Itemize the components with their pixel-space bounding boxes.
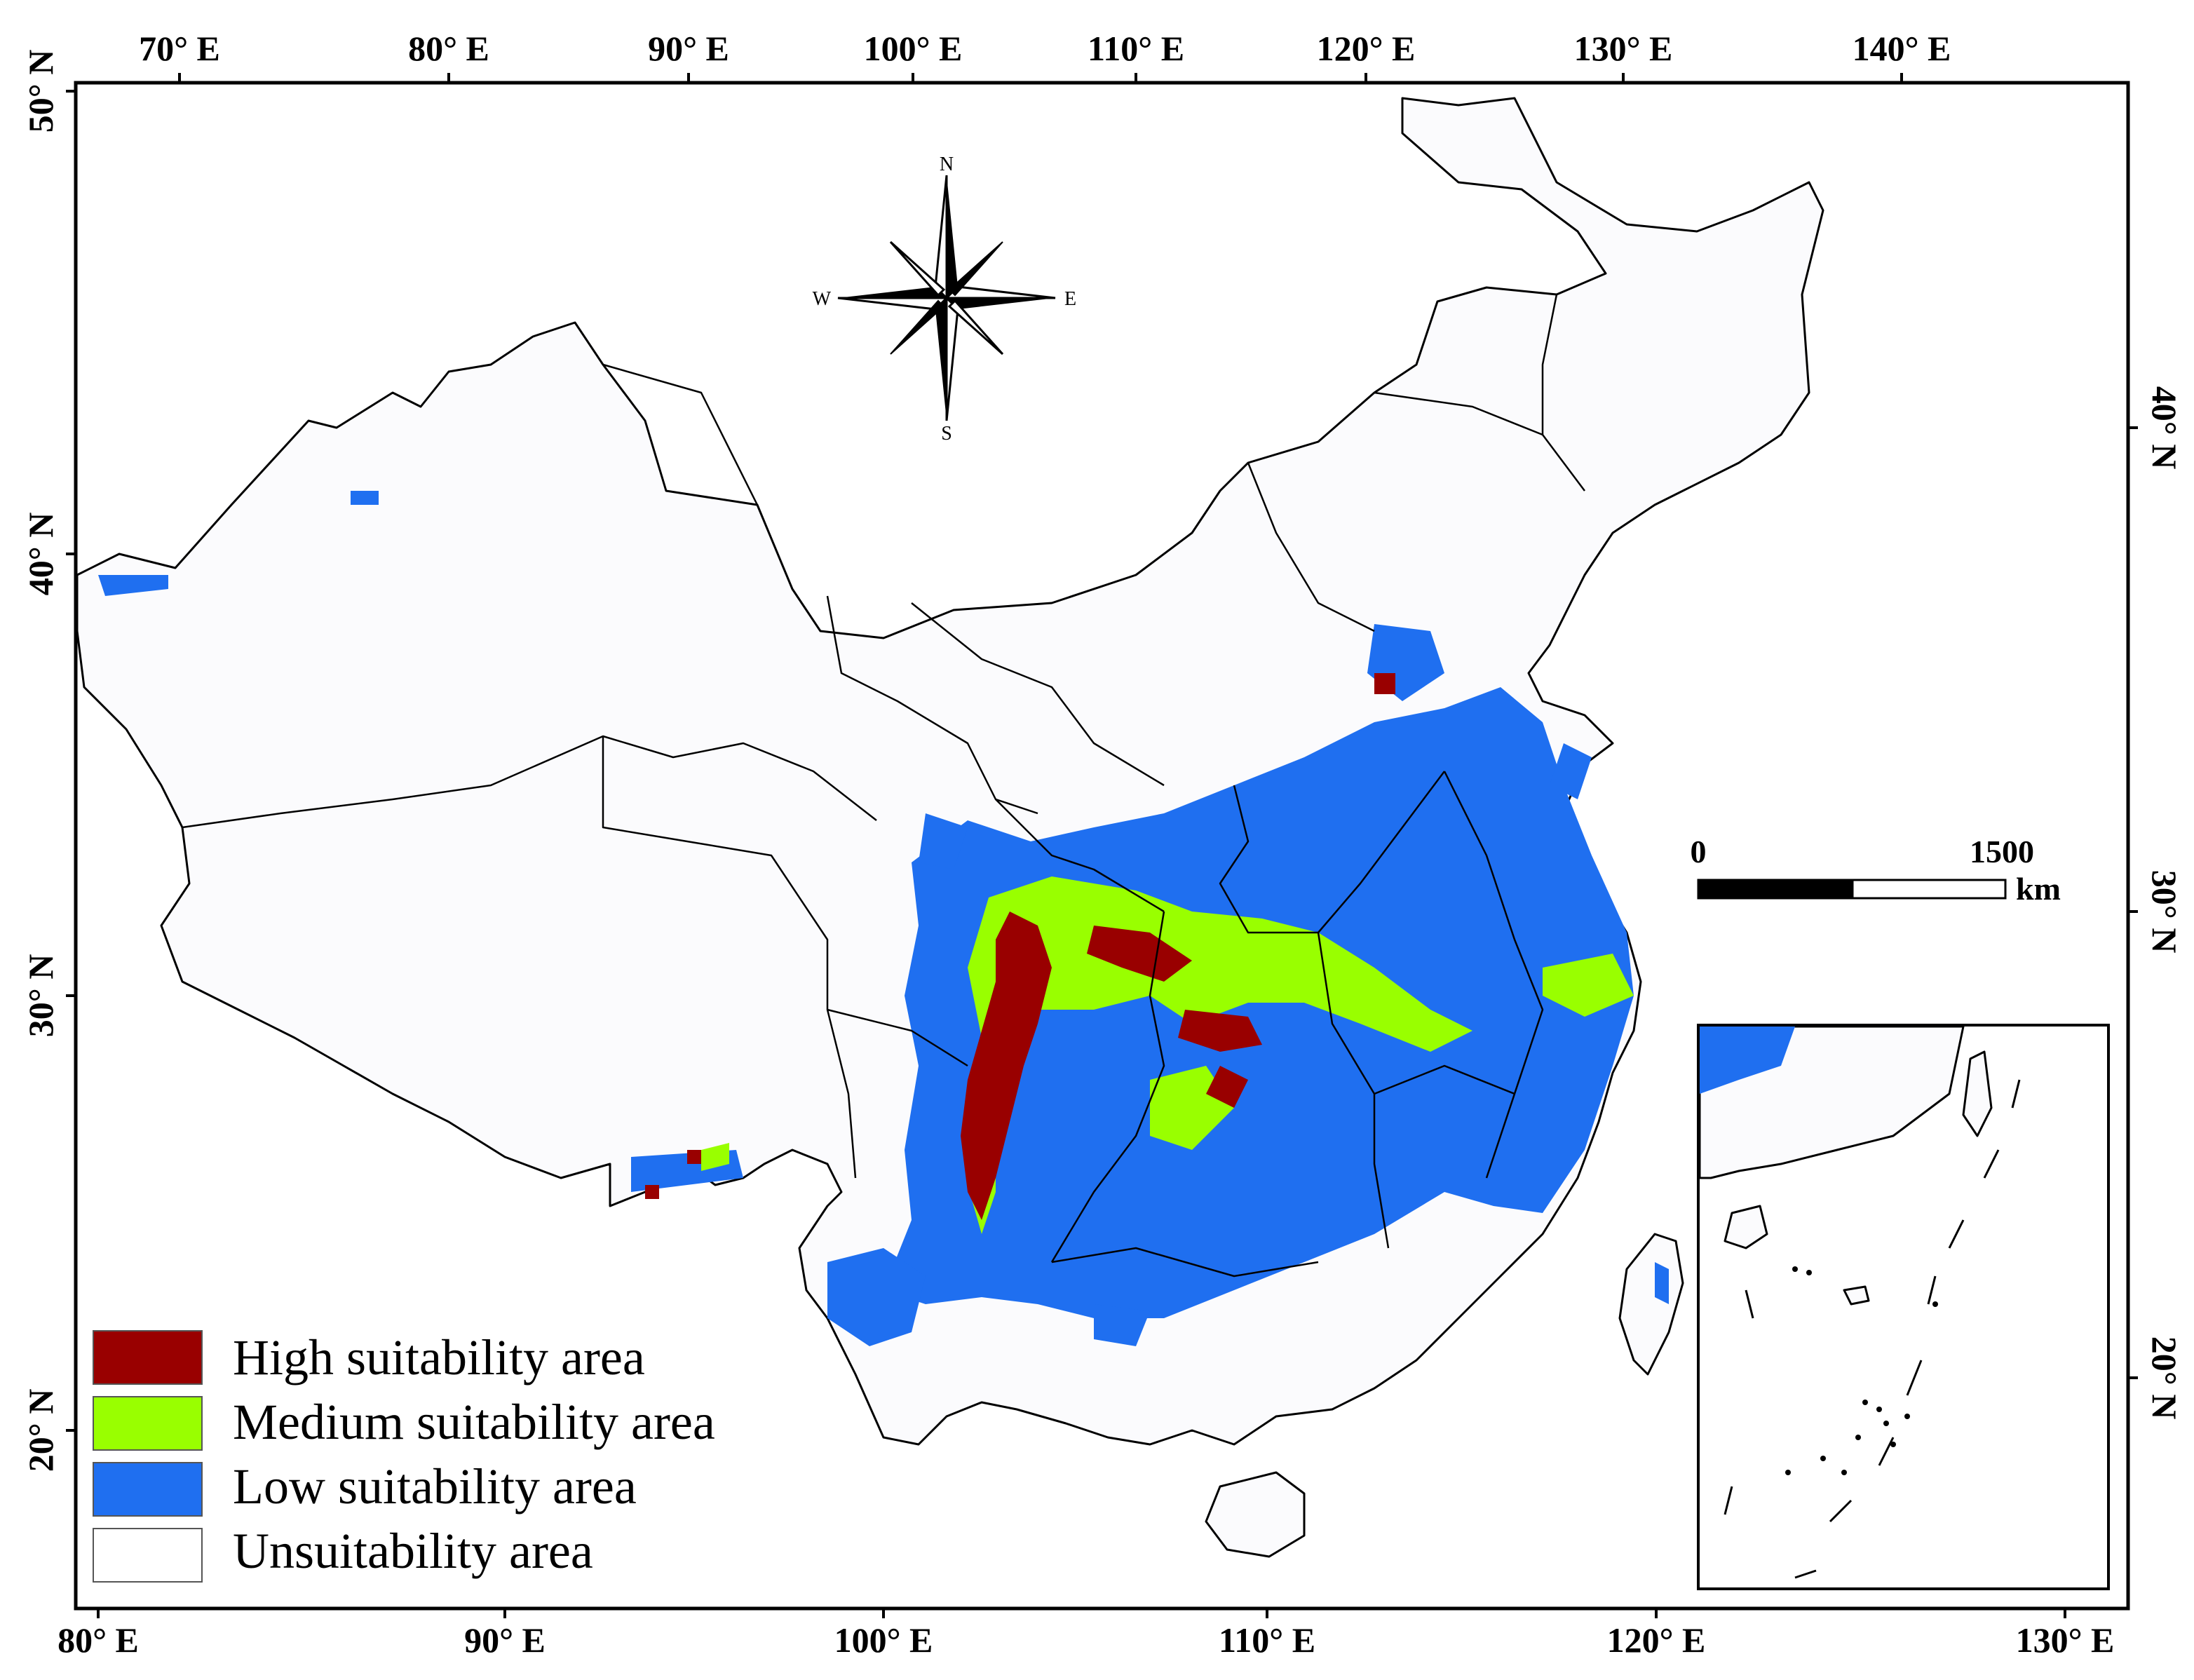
compass-east-label: E (1064, 288, 1076, 310)
top-tick-label: 140° E (1853, 29, 1951, 68)
left-tick-label: 20° N (21, 1389, 60, 1472)
scale-start-label: 0 (1691, 834, 1707, 869)
compass-north-label: N (940, 154, 954, 175)
left-tick-label: 50° N (21, 50, 60, 133)
legend-swatch-low (93, 1462, 203, 1517)
scale-end-label: 1500 (1970, 834, 2034, 869)
top-longitude-labels: 70° E 80° E 90° E 100° E 110° E 120° E 1… (139, 29, 1951, 68)
bottom-tick-label: 80° E (57, 1620, 139, 1660)
legend-swatch-high (93, 1330, 203, 1385)
compass-south-label: S (941, 423, 952, 445)
legend-label-high: High suitability area (233, 1329, 645, 1386)
legend-label-low: Low suitability area (233, 1458, 637, 1515)
top-tick-label: 130° E (1574, 29, 1673, 68)
right-tick-label: 40° N (2145, 386, 2184, 470)
right-tick-label: 20° N (2145, 1336, 2184, 1420)
top-tick-label: 70° E (139, 29, 220, 68)
bottom-tick-label: 110° E (1219, 1620, 1315, 1660)
south-china-sea-inset (1697, 1024, 2110, 1590)
top-tick-label: 80° E (408, 29, 489, 68)
legend-label-medium: Medium suitability area (233, 1394, 715, 1450)
compass-west-label: W (813, 288, 832, 310)
frame-ticks (66, 73, 2138, 1618)
bottom-tick-label: 130° E (2016, 1620, 2115, 1660)
right-tick-label: 30° N (2145, 870, 2184, 954)
scale-bar: 0 1500 km (1691, 834, 2061, 907)
top-tick-label: 90° E (648, 29, 729, 68)
bottom-tick-label: 120° E (1607, 1620, 1706, 1660)
compass-rose: N S E W (813, 154, 1077, 445)
right-latitude-labels: 40° N 30° N 20° N (2145, 386, 2184, 1420)
left-tick-label: 30° N (21, 954, 60, 1038)
left-tick-label: 40° N (21, 513, 60, 596)
hainan-outline (1205, 1471, 1306, 1558)
left-latitude-labels: 50° N 40° N 30° N 20° N (21, 50, 60, 1472)
legend-label-unsuitable: Unsuitability area (233, 1523, 593, 1579)
province-boundaries (182, 294, 1585, 1278)
bottom-tick-label: 100° E (834, 1620, 933, 1660)
top-tick-label: 100° E (864, 29, 963, 68)
bottom-tick-label: 90° E (464, 1620, 546, 1660)
legend-swatch-unsuitable (93, 1528, 203, 1583)
scale-unit-label: km (2016, 871, 2061, 907)
bottom-longitude-labels: 80° E 90° E 100° E 110° E 120° E 130° E (57, 1620, 2114, 1660)
top-tick-label: 120° E (1317, 29, 1416, 68)
legend-swatch-medium (93, 1396, 203, 1451)
legend: High suitability area Medium suitability… (93, 1329, 715, 1583)
high-suitability-zones (645, 673, 1395, 1220)
top-tick-label: 110° E (1088, 29, 1184, 68)
